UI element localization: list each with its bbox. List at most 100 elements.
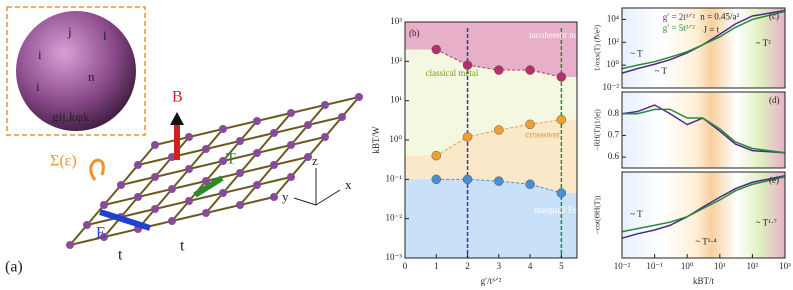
annotation: ~ T¹·⁷ xyxy=(756,218,777,228)
site xyxy=(270,161,278,169)
bond xyxy=(154,156,173,178)
y-tick-label: 10³ xyxy=(390,16,402,26)
panel-label: (d) xyxy=(769,95,780,105)
y-tick-label: 10⁰ xyxy=(606,59,619,69)
inset-label: i xyxy=(36,79,40,94)
site xyxy=(185,197,193,205)
plot-bg xyxy=(622,172,785,258)
inset-label: l xyxy=(103,28,107,43)
bond xyxy=(239,164,275,174)
site xyxy=(270,193,278,201)
bond xyxy=(120,208,156,218)
bond xyxy=(103,228,139,238)
bond xyxy=(205,140,241,150)
site xyxy=(134,193,142,201)
arrow-head xyxy=(170,112,184,125)
bond xyxy=(256,144,292,154)
plot-bg xyxy=(622,8,785,88)
bond xyxy=(137,188,173,198)
bond xyxy=(69,224,88,246)
region xyxy=(405,22,577,77)
site xyxy=(253,149,261,157)
series-line xyxy=(621,10,786,70)
x-tick-label: 4 xyxy=(528,261,533,271)
bond xyxy=(120,164,139,186)
y-tick-label: 0.6 xyxy=(608,151,620,161)
bond xyxy=(154,136,190,146)
y-label: −RH(T)(1/|e|) xyxy=(593,109,602,151)
inset-coupling: gij,kφk xyxy=(52,109,90,124)
hop-label: t xyxy=(180,238,185,255)
marker xyxy=(525,119,535,130)
bond xyxy=(273,124,309,134)
e-label: E xyxy=(96,225,106,242)
site xyxy=(202,145,210,153)
bond xyxy=(273,156,309,166)
annotation: J = t xyxy=(704,24,720,34)
panel: 10⁻³ 10⁻² 10⁻¹ 10⁰ 10¹ 10² 10³ 0 1 2 3 4 5 incoherent… xyxy=(371,16,613,286)
bond xyxy=(154,200,190,210)
x-tick-label: 10⁰ xyxy=(681,261,694,271)
bond xyxy=(222,140,241,162)
bond xyxy=(239,196,275,206)
annotation: ~ T¹·⁴ xyxy=(695,237,716,247)
bond xyxy=(171,212,207,222)
bond xyxy=(120,176,156,186)
bond xyxy=(154,168,190,178)
annotation: classical metal xyxy=(426,68,479,78)
site xyxy=(355,93,363,101)
bond xyxy=(205,204,241,214)
site xyxy=(219,125,227,133)
y-tick-label: 10⁻² xyxy=(386,213,403,223)
x-tick-label: 2 xyxy=(465,261,470,271)
site xyxy=(168,185,176,193)
sigma-label: Σ(ε) xyxy=(50,153,77,170)
bond xyxy=(222,152,258,162)
annotation: marginal Fermi liquid xyxy=(534,205,613,215)
region xyxy=(405,179,577,258)
y-tick-label: 10² xyxy=(607,36,619,46)
site xyxy=(202,209,210,217)
bond xyxy=(273,176,292,198)
panel-label: (b) xyxy=(409,28,420,38)
bond xyxy=(307,136,326,158)
series-line xyxy=(621,104,786,154)
x-tick-label: 5 xyxy=(559,261,564,271)
t-arrow xyxy=(193,175,224,198)
bond xyxy=(290,104,326,114)
bond xyxy=(69,236,105,246)
annotation: ~ T xyxy=(630,48,643,58)
annotation: ~ T² xyxy=(756,38,771,48)
marker xyxy=(431,150,442,161)
annotation: crossover xyxy=(525,129,560,139)
bond xyxy=(205,160,224,182)
y-tick-label: 10⁻³ xyxy=(386,252,403,262)
bond xyxy=(290,156,309,178)
marker xyxy=(431,174,442,185)
inset-label: i xyxy=(38,47,42,62)
series-line xyxy=(622,108,786,154)
series-line xyxy=(436,119,562,157)
site xyxy=(151,173,159,181)
bond xyxy=(256,176,292,186)
marker xyxy=(525,65,535,75)
axis-label: z xyxy=(312,153,318,168)
site xyxy=(270,129,278,137)
site xyxy=(134,161,142,169)
x-label: kBT/t xyxy=(693,276,715,286)
bond xyxy=(205,192,224,214)
y-label: kBT/W xyxy=(371,126,381,154)
series-line xyxy=(621,176,786,233)
bond xyxy=(222,172,241,194)
x-tick-label: 1 xyxy=(434,261,439,271)
plot-bg xyxy=(622,92,785,168)
marker xyxy=(556,72,567,82)
plot-frame xyxy=(621,7,786,89)
legend-entry: g′ = 5t³ᐟ² xyxy=(663,23,696,33)
b-label: B xyxy=(172,89,183,106)
region xyxy=(405,119,577,193)
bond xyxy=(188,160,224,170)
site xyxy=(338,113,346,121)
hop-label: t xyxy=(118,247,123,264)
